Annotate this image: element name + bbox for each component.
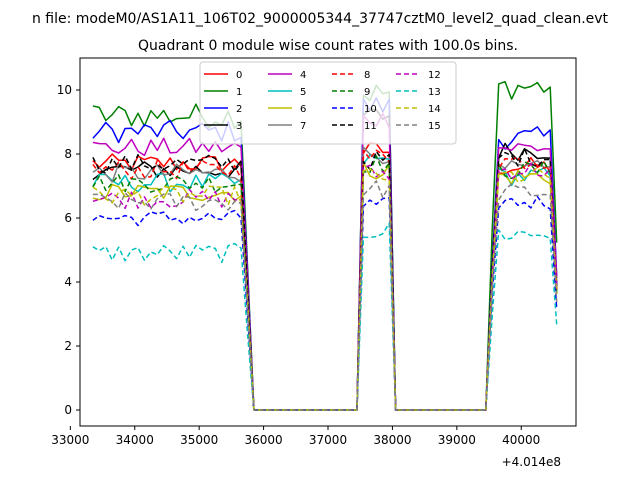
legend-label-0: 0 bbox=[236, 70, 242, 81]
x-tick-label: 34000 bbox=[116, 433, 154, 447]
legend-label-14: 14 bbox=[428, 104, 441, 115]
x-tick-label: 35000 bbox=[180, 433, 218, 447]
y-tick-label: 10 bbox=[57, 83, 72, 97]
legend-label-1: 1 bbox=[236, 87, 242, 98]
legend-label-12: 12 bbox=[428, 70, 441, 81]
x-tick-label: 37000 bbox=[309, 433, 347, 447]
y-tick-label: 0 bbox=[64, 403, 72, 417]
y-tick-label: 8 bbox=[64, 147, 72, 161]
x-axis: 33000 34000 35000 36000 37000 38000 39000 40000 bbox=[51, 426, 540, 447]
x-tick-label: 36000 bbox=[244, 433, 282, 447]
legend-label-8: 8 bbox=[364, 70, 370, 81]
series-line-2 bbox=[92, 97, 558, 411]
x-offset-label: +4.014e8 bbox=[502, 455, 561, 469]
y-tick-label: 2 bbox=[64, 339, 72, 353]
y-axis: 0 2 4 6 8 10 bbox=[57, 83, 80, 417]
legend-label-2: 2 bbox=[236, 104, 242, 115]
x-tick-label: 33000 bbox=[51, 433, 89, 447]
legend-label-11: 11 bbox=[364, 121, 377, 132]
legend-label-4: 4 bbox=[300, 70, 306, 81]
legend-label-15: 15 bbox=[428, 121, 441, 132]
x-tick-label: 40000 bbox=[502, 433, 540, 447]
legend-label-6: 6 bbox=[300, 104, 306, 115]
x-tick-label: 38000 bbox=[373, 433, 411, 447]
chart-title: Quadrant 0 module wise count rates with … bbox=[138, 38, 518, 54]
legend-label-10: 10 bbox=[364, 104, 377, 115]
legend-label-13: 13 bbox=[428, 87, 441, 98]
y-tick-label: 6 bbox=[64, 211, 72, 225]
legend-label-9: 9 bbox=[364, 87, 370, 98]
series-line-15 bbox=[92, 180, 558, 411]
legend-label-3: 3 bbox=[236, 121, 242, 132]
y-tick-label: 4 bbox=[64, 275, 72, 289]
legend-label-7: 7 bbox=[300, 121, 306, 132]
legend-label-5: 5 bbox=[300, 87, 306, 98]
plot-area bbox=[79, 57, 577, 427]
series-layer bbox=[92, 80, 558, 411]
chart-suptitle: n file: modeM0/AS1A11_106T02_9000005344_… bbox=[32, 11, 609, 27]
x-tick-label: 39000 bbox=[438, 433, 476, 447]
legend-box bbox=[199, 61, 457, 145]
